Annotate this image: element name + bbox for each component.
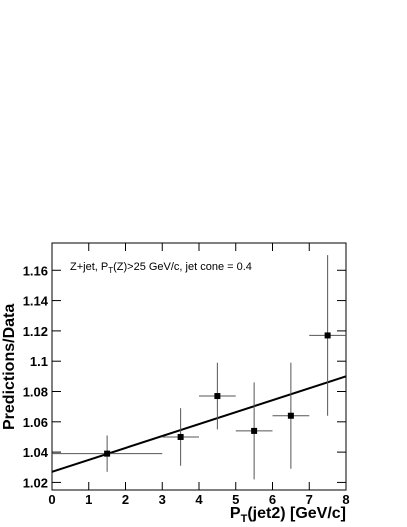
x-axis-label: PT(jet2) [GeV/c] — [230, 505, 346, 525]
point — [214, 393, 221, 400]
x-tick-label: 0 — [48, 492, 55, 507]
x-tick-label: 7 — [306, 492, 313, 507]
annotation-sub: T — [108, 266, 113, 275]
y-tick-label: 1.1 — [30, 354, 48, 369]
point — [324, 332, 331, 339]
y-tick-label: 1.14 — [23, 294, 49, 309]
fit-line — [51, 375, 347, 473]
point — [251, 427, 258, 434]
x-tick-label: 8 — [342, 492, 349, 507]
y-tick-label: 1.16 — [23, 263, 48, 278]
x-tick-label: 4 — [195, 492, 203, 507]
x-tick-label: 1 — [85, 492, 92, 507]
point — [104, 450, 111, 457]
plot-frame — [51, 242, 347, 491]
y-tick-label: 1.08 — [23, 385, 48, 400]
annotation-part: Z+jet, P — [70, 261, 108, 273]
x-tick-label: 6 — [269, 492, 276, 507]
y-tick-label: 1.04 — [23, 445, 49, 460]
annotation-part: (Z)>25 GeV/c, jet cone = 0.4 — [113, 261, 252, 273]
x-tick-label: 3 — [159, 492, 166, 507]
point — [287, 412, 294, 419]
x-label-sub: T — [241, 513, 248, 525]
point — [177, 433, 184, 440]
y-tick-label: 1.12 — [23, 324, 48, 339]
x-label-part: P — [230, 505, 241, 522]
y-axis-label: Predictions/Data — [1, 304, 18, 430]
y-tick-label: 1.02 — [23, 475, 48, 490]
annotation: Z+jet, PT(Z)>25 GeV/c, jet cone = 0.4 — [70, 261, 252, 275]
x-label-part: (jet2) [GeV/c] — [247, 505, 346, 522]
y-tick-label: 1.06 — [23, 415, 48, 430]
x-tick-label: 2 — [122, 492, 129, 507]
x-tick-label: 5 — [232, 492, 239, 507]
